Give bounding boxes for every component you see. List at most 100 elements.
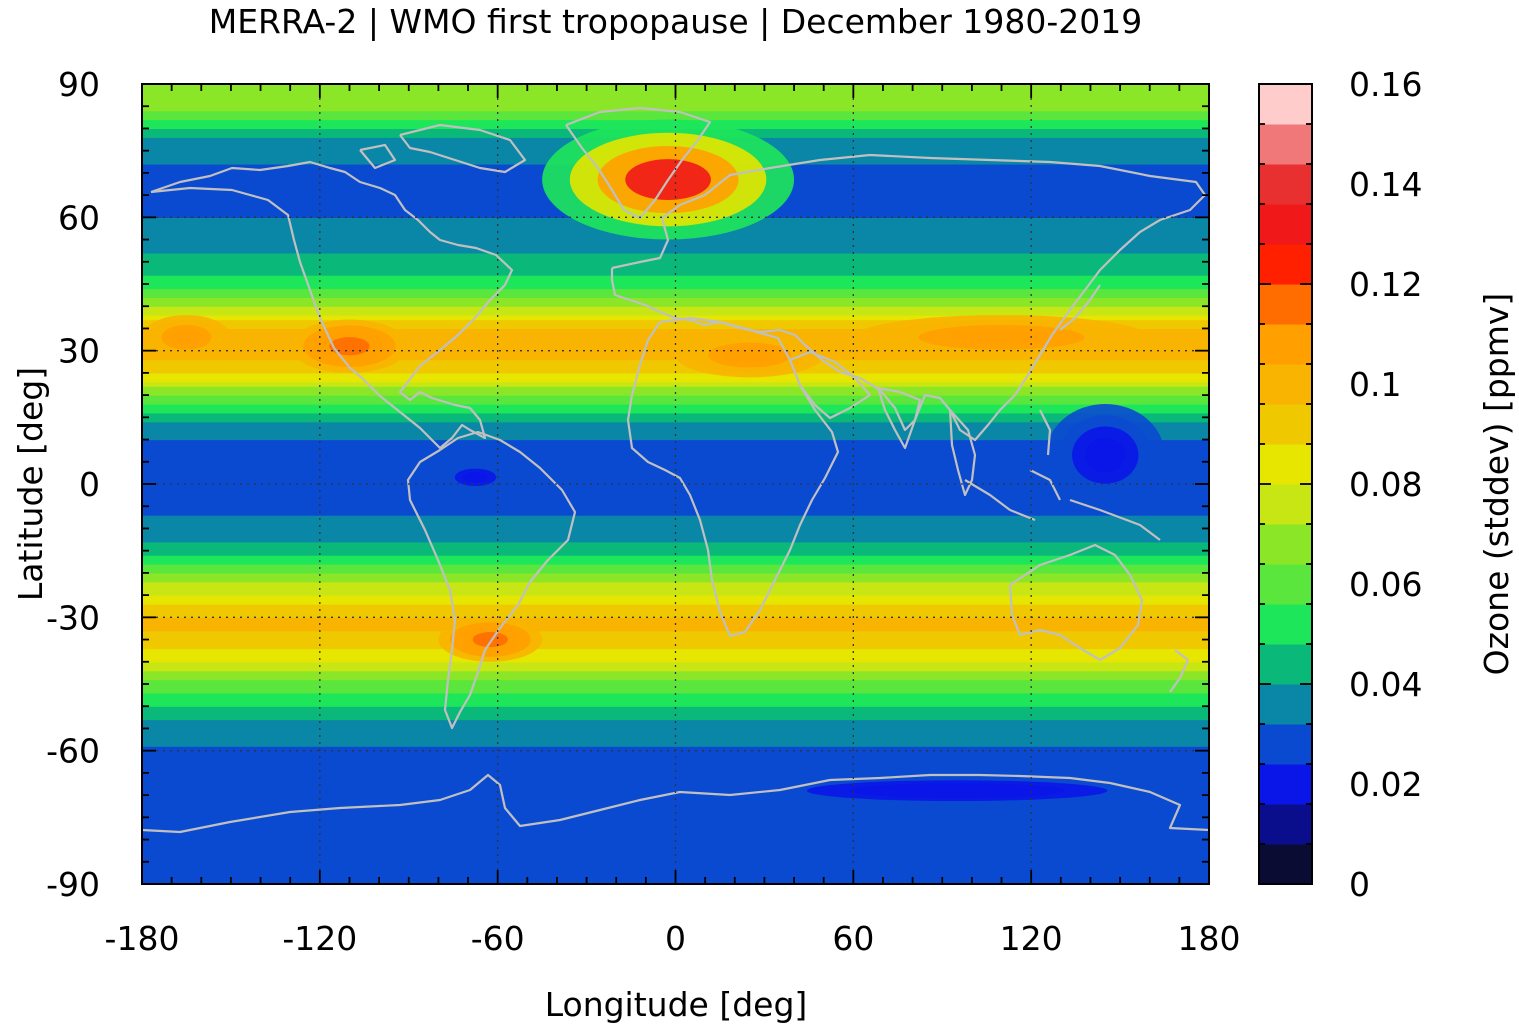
heatmap-band [142,546,1209,552]
colorbar-swatch [1259,84,1312,125]
heatmap-band [142,590,1209,596]
coastline-new-zealand [1169,649,1190,693]
heatmap-band [142,604,1209,610]
heatmap-band [142,346,1209,352]
y-axis-tick-labels: -90 -60 -30 0 30 60 90 [46,65,100,904]
x-tick-label: 0 [665,919,686,958]
heatmap-band [142,359,1209,365]
heatmap-band [142,461,1209,467]
x-tick-label: -120 [282,919,357,958]
heatmap-band [142,661,1209,667]
heatmap-band [142,786,1209,792]
colorbar-swatch [1259,244,1312,285]
heatmap-band [142,697,1209,703]
x-tick-label: 180 [1178,919,1241,958]
coastline-maritime-continent [964,409,1161,541]
colorbar-swatch [1259,764,1312,805]
heatmap-band [142,412,1209,418]
heatmap-band [142,284,1209,290]
heatmap-band [142,701,1209,707]
colorbar-tick-label: 0.02 [1349,765,1422,804]
heatmap-band [142,644,1209,650]
x-tick-label: -60 [471,919,525,958]
x-axis-label: Longitude [deg] [545,985,808,1024]
heatmap-band [142,675,1209,681]
heatmap-band [142,430,1209,436]
heatmap-band [142,252,1209,258]
heatmap-band [142,470,1209,476]
colorbar-swatch [1259,724,1312,765]
colorbar-tick-label: 0.04 [1349,665,1422,704]
heatmap-feature [472,632,508,648]
coastline-india [876,386,922,450]
heatmap-band [142,528,1209,534]
heatmap-feature [724,347,775,363]
heatmap-band [142,559,1209,565]
colorbar-tick-label: 0.12 [1349,265,1422,304]
heatmap-band [142,826,1209,832]
axis-tick-marks [141,83,1210,885]
heatmap-band [142,728,1209,734]
heatmap-band [142,688,1209,694]
heatmap-band [142,497,1209,503]
heatmap-band [142,724,1209,730]
heatmap-band [142,364,1209,370]
heatmap-band [142,106,1209,112]
heatmap-band [142,595,1209,601]
x-axis-tick-labels: -180 -120 -60 0 60 120 180 [105,919,1241,958]
y-tick-label: -30 [46,598,100,637]
heatmap-band [142,532,1209,538]
heatmap-band [142,777,1209,783]
colorbar-swatch [1259,324,1312,365]
heatmap-band [142,279,1209,285]
y-tick-label: 0 [79,465,100,504]
heatmap-band [142,541,1209,547]
colorbar-swatch [1259,484,1312,525]
colorbar-label: Ozone (stddev) [ppmv] [1477,293,1516,676]
heatmap-band [142,301,1209,307]
heatmap-feature [171,329,202,345]
heatmap-band [142,275,1209,281]
heatmap-band [142,710,1209,716]
heatmap-band [142,772,1209,778]
heatmap-band [142,741,1209,747]
heatmap-band [142,648,1209,654]
colorbar-swatch [1259,684,1312,725]
coastline-layer [142,106,1209,834]
x-tick-label: 60 [832,919,874,958]
heatmap-band [142,372,1209,378]
x-tick-label: -180 [105,919,180,958]
heatmap-band [142,652,1209,658]
heatmap-band [142,808,1209,814]
heatmap-band [142,408,1209,414]
heatmap-band [142,288,1209,294]
heatmap-band [142,417,1209,423]
heatmap-band [142,381,1209,387]
heatmap-band [142,581,1209,587]
heatmap-band [142,479,1209,485]
heatmap-band [142,857,1209,863]
heatmap-band [142,492,1209,498]
heatmap-band [142,861,1209,867]
colorbar-swatch [1259,284,1312,325]
heatmap-band [142,692,1209,698]
colorbar-tick-label: 0.16 [1349,65,1422,104]
heatmap-band [142,737,1209,743]
heatmap-band [142,101,1209,107]
colorbar-swatch [1259,804,1312,845]
colorbar-swatch [1259,164,1312,205]
heatmap-band [142,848,1209,854]
colorbar-tick-label: 0.06 [1349,565,1422,604]
coastline-canadian-archipelago [359,123,527,174]
y-tick-label: 90 [58,65,100,104]
heatmap-band [142,421,1209,427]
colorbar-swatch [1259,404,1312,445]
heatmap-band [142,337,1209,343]
y-tick-label: -90 [46,865,100,904]
coastline-antarctica [142,773,1209,834]
coastline-south-america [406,430,577,730]
colorbar-swatch [1259,564,1312,605]
heatmap-band [142,399,1209,405]
coastline-australia [1008,543,1144,662]
heatmap-band [142,519,1209,525]
